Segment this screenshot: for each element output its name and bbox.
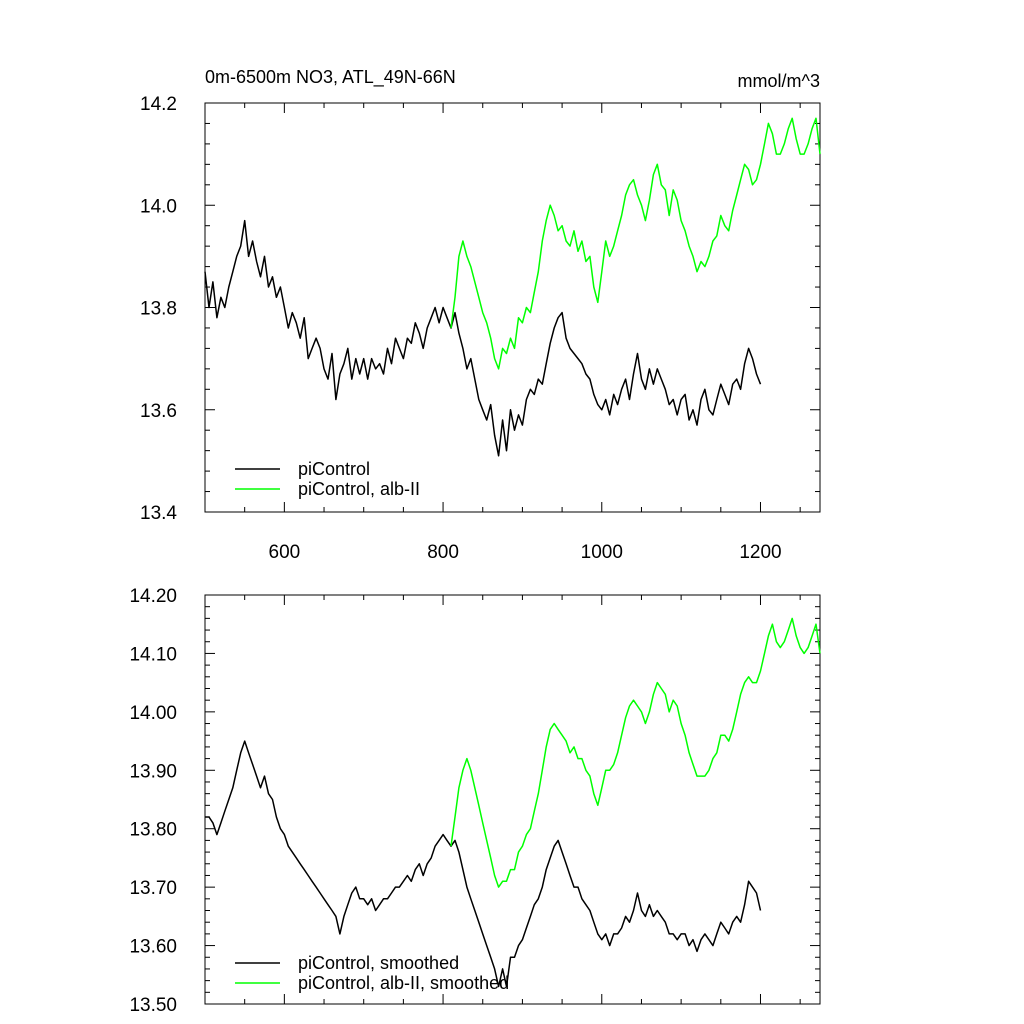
- units-label: mmol/m^3: [738, 71, 820, 91]
- y-tick-label: 13.50: [129, 995, 177, 1016]
- legend-label: piControl, alb-II: [298, 479, 420, 499]
- y-tick-label: 13.4: [140, 503, 177, 524]
- y-tick-label: 14.00: [129, 703, 177, 724]
- y-tick-label: 14.2: [140, 94, 177, 115]
- y-tick-label: 14.0: [140, 196, 177, 217]
- y-tick-label: 14.10: [129, 644, 177, 665]
- legend-label: piControl, alb-II, smoothed: [298, 973, 509, 993]
- x-tick-label: 600: [269, 542, 301, 563]
- y-tick-label: 13.6: [140, 401, 177, 422]
- y-tick-label: 13.70: [129, 878, 177, 899]
- x-tick-label: 800: [427, 542, 459, 563]
- y-tick-label: 13.80: [129, 820, 177, 841]
- series-line: [204, 219, 762, 457]
- y-tick-label: 14.20: [129, 586, 177, 607]
- top-panel: 0m-6500m NO3, ATL_49N-66N mmol/m^3 600 80…: [140, 67, 821, 563]
- series-line: [450, 117, 821, 370]
- y-tick-label: 13.90: [129, 761, 177, 782]
- x-tick-label: 1000: [581, 542, 623, 563]
- chart-title: 0m-6500m NO3, ATL_49N-66N: [205, 67, 456, 88]
- y-tick-label: 13.8: [140, 299, 177, 320]
- bottom-panel: 13.50 13.60 13.70 13.80 13.90 14.00 14.10 14.20…: [129, 586, 821, 1016]
- series-line: [450, 617, 821, 888]
- x-tick-label: 1200: [739, 542, 781, 563]
- plot-frame: [204, 102, 821, 513]
- plot-frame: [204, 594, 821, 1005]
- legend-label: piControl, smoothed: [298, 953, 459, 973]
- series-line: [205, 740, 762, 988]
- y-tick-label: 13.60: [129, 937, 177, 958]
- legend-label: piControl: [298, 459, 370, 479]
